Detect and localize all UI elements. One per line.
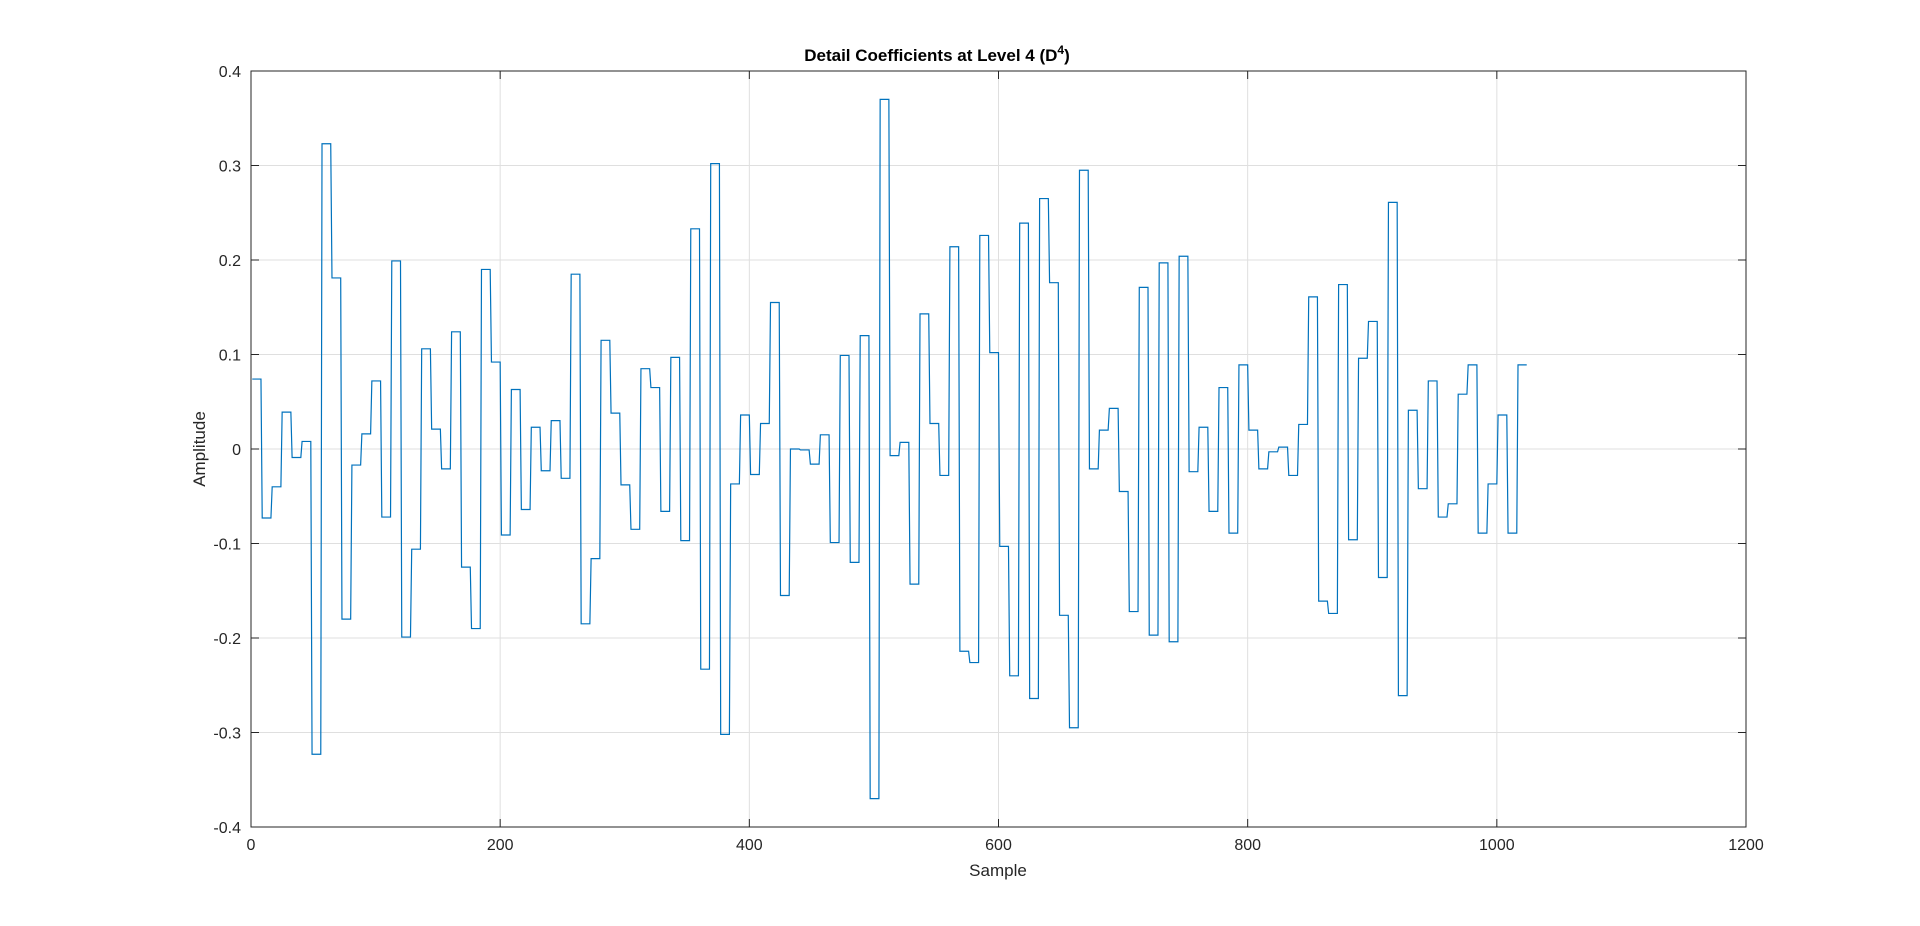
x-tick-labels: 0 200 400 600 800 1000 1200 bbox=[247, 837, 1764, 854]
y-axis-label: Amplitude bbox=[190, 411, 209, 487]
chart-title-superscript: 4 bbox=[1057, 43, 1064, 57]
x-axis-label: Sample bbox=[969, 861, 1027, 880]
x-tick-label: 400 bbox=[736, 837, 763, 854]
y-tick-label: 0.1 bbox=[219, 348, 241, 365]
chart-title: Detail Coefficients at Level 4 (D4) bbox=[804, 43, 1070, 65]
y-tick-label: 0 bbox=[232, 442, 241, 459]
x-tick-label: 1000 bbox=[1479, 837, 1515, 854]
x-tick-label: 800 bbox=[1234, 837, 1261, 854]
y-tick-label: 0.4 bbox=[219, 64, 241, 81]
x-tick-label: 0 bbox=[247, 837, 256, 854]
y-tick-label: -0.3 bbox=[213, 726, 241, 743]
x-tick-label: 200 bbox=[487, 837, 514, 854]
chart-title-suffix: ) bbox=[1064, 46, 1070, 65]
x-tick-label: 600 bbox=[985, 837, 1012, 854]
axes-box bbox=[250, 70, 1747, 828]
y-tick-label: -0.4 bbox=[213, 820, 241, 837]
y-tick-label: -0.2 bbox=[213, 631, 241, 648]
y-tick-label: -0.1 bbox=[213, 537, 241, 554]
y-tick-label: 0.2 bbox=[219, 253, 241, 270]
chart-title-main: Detail Coefficients at Level 4 (D bbox=[804, 46, 1057, 65]
y-tick-labels: -0.4 -0.3 -0.2 -0.1 0 0.1 0.2 0.3 0.4 bbox=[213, 64, 241, 837]
x-tick-label: 1200 bbox=[1728, 837, 1764, 854]
series-line-d4 bbox=[252, 98, 1527, 800]
y-tick-label: 0.3 bbox=[219, 159, 241, 176]
